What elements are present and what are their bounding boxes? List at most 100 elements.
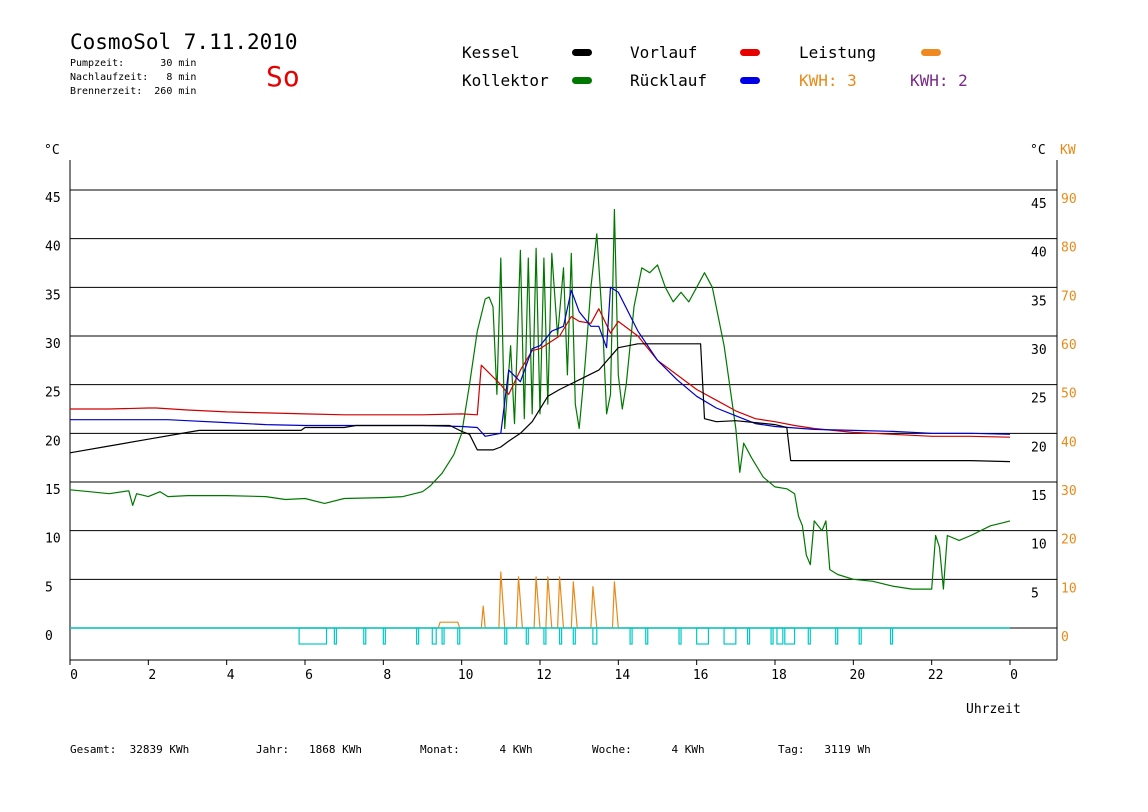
legend-kwh1-label: KWH: 3 bbox=[799, 71, 857, 90]
legend-kessel-swatch bbox=[572, 49, 592, 56]
pump-pulse bbox=[889, 627, 894, 645]
y2-tick-label: 80 bbox=[1061, 241, 1077, 256]
footer-jahr: Jahr: 1868 KWh bbox=[256, 743, 362, 756]
x-tick-label: 18 bbox=[771, 668, 787, 683]
legend-kollektor-label: Kollektor bbox=[462, 71, 549, 90]
right-axis-unit: °C bbox=[1030, 143, 1046, 158]
pump-pulse bbox=[746, 627, 751, 645]
pump-pulse bbox=[543, 627, 547, 645]
x-tick-label: 2 bbox=[148, 668, 156, 683]
pump-pulse bbox=[363, 627, 367, 645]
legend-ruecklauf-swatch bbox=[740, 77, 760, 84]
x-tick-label: 20 bbox=[850, 668, 866, 683]
x-tick-label: 6 bbox=[305, 668, 313, 683]
x-tick-label: 16 bbox=[693, 668, 709, 683]
y2-tick-label: 10 bbox=[1061, 581, 1077, 596]
pump-pulse bbox=[784, 627, 796, 645]
pump-pulse bbox=[431, 627, 437, 645]
y-tick-label: 30 bbox=[45, 337, 61, 352]
y-tick-label: 15 bbox=[45, 483, 61, 498]
y2-tick-label: 90 bbox=[1061, 192, 1077, 207]
y-right-tick-label: 20 bbox=[1031, 440, 1047, 455]
pump-pulse bbox=[678, 627, 682, 645]
footer-monat: Monat: 4 KWh bbox=[420, 743, 533, 756]
y2-tick-label: 0 bbox=[1061, 630, 1069, 645]
pump-pulse bbox=[558, 627, 563, 645]
pump-pulse bbox=[441, 627, 445, 645]
x-tick-label: 4 bbox=[227, 668, 235, 683]
y-right-tick-label: 5 bbox=[1031, 586, 1039, 601]
y2-tick-label: 20 bbox=[1061, 533, 1077, 548]
legend-kollektor-swatch bbox=[572, 77, 592, 84]
pump-pulse bbox=[776, 627, 784, 645]
legend-kwh2-label: KWH: 2 bbox=[910, 71, 968, 90]
pump-pulse bbox=[696, 627, 710, 645]
pump-pulse bbox=[333, 627, 337, 645]
y-right-tick-label: 40 bbox=[1031, 246, 1047, 261]
legend-vorlauf-swatch bbox=[740, 49, 760, 56]
y-right-tick-label: 25 bbox=[1031, 392, 1047, 407]
y2-tick-label: 60 bbox=[1061, 338, 1077, 353]
series-line-kessel bbox=[69, 343, 1011, 463]
pump-pulse bbox=[858, 627, 862, 645]
pump-pulse bbox=[723, 627, 737, 645]
x-tick-label: 10 bbox=[458, 668, 474, 683]
pump-pulse bbox=[298, 627, 328, 645]
footer-gesamt: Gesamt: 32839 KWh bbox=[70, 743, 190, 756]
y2-tick-label: 30 bbox=[1061, 484, 1077, 499]
series-line-kollektor bbox=[69, 208, 1011, 590]
y-right-tick-label: 30 bbox=[1031, 343, 1047, 358]
pump-pulse bbox=[835, 627, 839, 645]
y-tick-label: 10 bbox=[45, 532, 61, 547]
y2-tick-label: 50 bbox=[1061, 387, 1077, 402]
pump-pulse bbox=[416, 627, 420, 645]
x-tick-label: 22 bbox=[928, 668, 944, 683]
x-tick-label: 0 bbox=[1010, 668, 1018, 683]
y-right-tick-label: 10 bbox=[1031, 538, 1047, 553]
y-tick-label: 0 bbox=[45, 629, 53, 644]
pump-pulse bbox=[629, 627, 633, 645]
y-tick-label: 5 bbox=[45, 580, 53, 595]
weekday-label: So bbox=[266, 60, 300, 93]
x-tick-label: 0 bbox=[70, 668, 78, 683]
nachlaufzeit-text: Nachlaufzeit: 8 min bbox=[70, 72, 197, 83]
pump-pulse bbox=[645, 627, 649, 645]
y-right-tick-label: 35 bbox=[1031, 294, 1047, 309]
pump-pulse bbox=[770, 627, 774, 645]
legend-leistung-label: Leistung bbox=[799, 43, 877, 62]
x-axis-label: Uhrzeit bbox=[966, 702, 1021, 717]
chart-title: CosmoSol 7.11.2010 bbox=[70, 30, 298, 54]
legend-leistung-swatch bbox=[921, 49, 941, 56]
legend-ruecklauf-label: Rücklauf bbox=[630, 71, 708, 90]
pumpzeit-text: Pumpzeit: 30 min bbox=[70, 58, 197, 69]
legend-vorlauf-label: Vorlauf bbox=[630, 43, 698, 62]
y-tick-label: 35 bbox=[45, 288, 61, 303]
x-tick-label: 8 bbox=[383, 668, 391, 683]
right-axis-unit-kw: KW bbox=[1060, 143, 1076, 158]
y-tick-label: 40 bbox=[45, 240, 61, 255]
pump-pulse bbox=[457, 627, 461, 645]
y-tick-label: 25 bbox=[45, 386, 61, 401]
series-line-vorlauf bbox=[70, 308, 1011, 438]
footer-tag: Tag: 3119 Wh bbox=[778, 743, 871, 756]
y2-tick-label: 40 bbox=[1061, 435, 1077, 450]
y-tick-label: 20 bbox=[45, 434, 61, 449]
pump-pulse bbox=[504, 627, 508, 645]
pump-pulse bbox=[592, 627, 598, 645]
footer-woche: Woche: 4 KWh bbox=[592, 743, 705, 756]
pump-pulse bbox=[382, 627, 386, 645]
series-line-ruecklauf bbox=[70, 286, 1011, 437]
y2-tick-label: 70 bbox=[1061, 289, 1077, 304]
y-tick-label: 45 bbox=[45, 191, 61, 206]
pump-pulse bbox=[572, 627, 576, 645]
y-right-tick-label: 45 bbox=[1031, 197, 1047, 212]
pump-pulse bbox=[807, 627, 811, 645]
x-tick-label: 14 bbox=[615, 668, 631, 683]
x-tick-label: 12 bbox=[536, 668, 552, 683]
pump-pulse bbox=[525, 627, 529, 645]
left-axis-unit: °C bbox=[44, 143, 60, 158]
brennerzeit-text: Brennerzeit: 260 min bbox=[70, 86, 197, 97]
legend-kessel-label: Kessel bbox=[462, 43, 520, 62]
y-right-tick-label: 15 bbox=[1031, 489, 1047, 504]
